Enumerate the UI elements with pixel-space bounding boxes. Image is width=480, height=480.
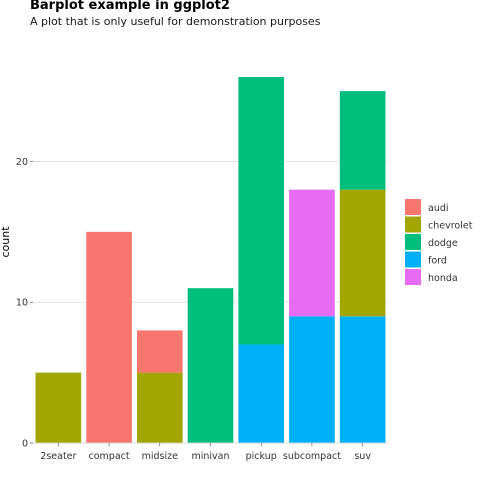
legend-key-ford: [405, 251, 421, 268]
legend: audi chevrolet dodge ford honda: [405, 199, 473, 285]
legend-label: ford: [428, 256, 447, 267]
legend-key-dodge: [405, 234, 421, 250]
y-tick-label: 10: [16, 298, 28, 309]
x-tick-label: minivan: [191, 451, 229, 462]
bar-minivan-dodge: [187, 288, 234, 443]
bar-2seater-chevrolet: [35, 372, 82, 443]
x-tick-label: pickup: [246, 451, 277, 462]
legend-key-honda: [405, 269, 421, 285]
y-axis-title: count: [0, 226, 12, 258]
x-tick-label: compact: [89, 451, 130, 462]
legend-label: chevrolet: [428, 221, 473, 232]
bar-suv-ford: [339, 316, 386, 443]
bar-suv-chevrolet: [339, 189, 386, 317]
chart-subtitle: A plot that is only useful for demonstra…: [30, 15, 321, 28]
legend-label: dodge: [428, 238, 458, 249]
bar-subcompact-ford: [289, 316, 335, 443]
bar-compact-audi: [86, 231, 132, 443]
bar-pickup-dodge: [238, 77, 285, 345]
legend-key-audi: [405, 199, 421, 215]
bar-midsize-chevrolet: [136, 372, 183, 443]
legend-label: audi: [428, 203, 449, 214]
bars: [35, 77, 386, 443]
legend-key-chevrolet: [405, 216, 421, 233]
legend-label: honda: [428, 273, 458, 284]
bar-pickup-ford: [238, 344, 285, 443]
x-tick-label: midsize: [142, 451, 178, 462]
y-tick-label: 0: [22, 439, 28, 450]
y-tick-label: 20: [16, 157, 28, 168]
bar-suv-dodge: [339, 91, 386, 190]
bar-midsize-audi: [136, 330, 183, 373]
x-tick-label: suv: [354, 451, 371, 462]
x-tick-label: subcompact: [283, 451, 341, 462]
bar-subcompact-honda: [289, 189, 335, 317]
x-tick-label: 2seater: [40, 451, 76, 462]
chart-title: Barplot example in ggplot2: [30, 0, 230, 13]
